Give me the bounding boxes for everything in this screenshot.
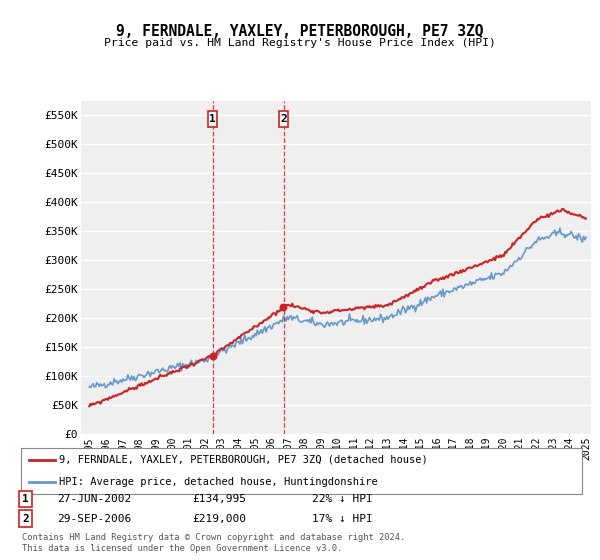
Text: £134,995: £134,995 <box>192 494 246 504</box>
Text: 2: 2 <box>22 514 29 524</box>
Point <box>208 351 217 360</box>
Text: 1: 1 <box>22 494 29 504</box>
Text: 29-SEP-2006: 29-SEP-2006 <box>57 514 131 524</box>
Point <box>278 302 288 311</box>
FancyBboxPatch shape <box>279 111 289 127</box>
Text: 17% ↓ HPI: 17% ↓ HPI <box>312 514 373 524</box>
Text: 22% ↓ HPI: 22% ↓ HPI <box>312 494 373 504</box>
Text: 2: 2 <box>280 114 287 124</box>
Text: HPI: Average price, detached house, Huntingdonshire: HPI: Average price, detached house, Hunt… <box>59 477 378 487</box>
FancyBboxPatch shape <box>208 111 217 127</box>
Text: Price paid vs. HM Land Registry's House Price Index (HPI): Price paid vs. HM Land Registry's House … <box>104 38 496 48</box>
Text: 9, FERNDALE, YAXLEY, PETERBOROUGH, PE7 3ZQ: 9, FERNDALE, YAXLEY, PETERBOROUGH, PE7 3… <box>116 24 484 39</box>
Text: 1: 1 <box>209 114 216 124</box>
Text: £219,000: £219,000 <box>192 514 246 524</box>
Text: Contains HM Land Registry data © Crown copyright and database right 2024.
This d: Contains HM Land Registry data © Crown c… <box>22 533 406 553</box>
Text: 27-JUN-2002: 27-JUN-2002 <box>57 494 131 504</box>
Text: 9, FERNDALE, YAXLEY, PETERBOROUGH, PE7 3ZQ (detached house): 9, FERNDALE, YAXLEY, PETERBOROUGH, PE7 3… <box>59 455 428 465</box>
